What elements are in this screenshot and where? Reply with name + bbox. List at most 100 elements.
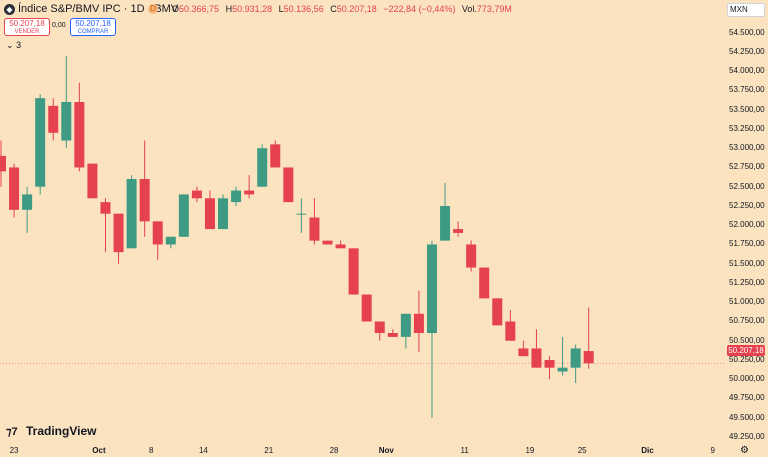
- candle-body: [244, 190, 255, 195]
- time-tick-label: 8: [148, 446, 154, 455]
- candle[interactable]: [87, 163, 98, 199]
- candle[interactable]: [126, 175, 137, 249]
- candle[interactable]: [152, 221, 163, 260]
- candle[interactable]: [22, 186, 33, 233]
- candle-body: [531, 348, 542, 368]
- price-tick-label: 54.250,00: [729, 46, 765, 56]
- candle-body: [466, 244, 477, 268]
- candle-body: [544, 359, 555, 368]
- high-value: 50.931,28: [232, 4, 273, 14]
- candle[interactable]: [178, 194, 189, 237]
- candle[interactable]: [244, 175, 255, 199]
- buy-label: COMPRAR: [77, 29, 109, 35]
- candle[interactable]: [296, 198, 307, 233]
- candle[interactable]: [479, 267, 490, 299]
- candle[interactable]: [35, 94, 46, 195]
- sell-button[interactable]: 50.207,18 VENDER: [4, 18, 50, 36]
- candle-body: [335, 244, 346, 249]
- candle[interactable]: [48, 98, 59, 141]
- candle[interactable]: [191, 186, 202, 203]
- candle[interactable]: [466, 240, 477, 272]
- candle[interactable]: [361, 294, 372, 322]
- price-tick-label: 49.750,00: [729, 393, 765, 403]
- indicators-toggle[interactable]: ⌄ 3: [6, 40, 21, 51]
- chart-logo-icon[interactable]: ◆: [4, 4, 15, 15]
- time-tick-label: 9: [710, 446, 715, 455]
- candle-body: [152, 221, 163, 245]
- candle[interactable]: [0, 140, 6, 187]
- candle[interactable]: [426, 240, 437, 418]
- candle[interactable]: [283, 167, 294, 203]
- last-price-label: 50.207,18: [727, 345, 765, 356]
- price-tick-label: 53.750,00: [729, 85, 765, 95]
- time-tick-label: 21: [264, 446, 274, 455]
- price-tick-label: 51.750,00: [729, 239, 765, 249]
- candle-body: [426, 244, 437, 334]
- buy-button[interactable]: 50.207,18 COMPRAR: [70, 18, 116, 36]
- candle[interactable]: [218, 194, 229, 230]
- candle[interactable]: [570, 344, 581, 384]
- candle-body: [165, 236, 176, 245]
- candle[interactable]: [440, 182, 451, 241]
- candle[interactable]: [100, 198, 111, 253]
- candle-body: [387, 333, 398, 337]
- symbol-title[interactable]: Índice S&P/BMV IPC · 1D · BMV: [18, 3, 179, 15]
- sell-label: VENDER: [14, 29, 40, 35]
- candle-body: [0, 155, 6, 172]
- candle-body: [492, 298, 503, 326]
- price-tick-label: 50.000,00: [729, 374, 765, 384]
- candle-body: [178, 194, 189, 237]
- time-tick-label: Nov: [378, 446, 394, 455]
- candle-body: [35, 98, 46, 187]
- candle[interactable]: [557, 336, 568, 376]
- price-tick-label: 49.500,00: [729, 412, 765, 422]
- candle[interactable]: [257, 144, 268, 187]
- price-tick-label: 50.500,00: [729, 335, 765, 345]
- candle[interactable]: [531, 329, 542, 368]
- candle-body: [61, 102, 72, 141]
- indicator-count: 3: [16, 40, 22, 50]
- candle-body: [283, 167, 294, 203]
- candle[interactable]: [544, 356, 555, 380]
- candle[interactable]: [387, 329, 398, 337]
- candle[interactable]: [518, 340, 529, 357]
- candle[interactable]: [322, 240, 333, 245]
- candle[interactable]: [74, 82, 85, 172]
- candle[interactable]: [139, 140, 150, 237]
- open-value: 50.366,75: [179, 4, 220, 14]
- candle[interactable]: [413, 290, 424, 353]
- price-tick-label: 52.500,00: [729, 181, 765, 191]
- candle[interactable]: [61, 55, 72, 149]
- candle[interactable]: [348, 248, 359, 295]
- candle[interactable]: [453, 221, 464, 237]
- price-tick-label: 52.000,00: [729, 220, 765, 230]
- candle[interactable]: [9, 163, 20, 218]
- candle[interactable]: [270, 140, 281, 168]
- price-tick-label: 51.250,00: [729, 277, 765, 287]
- candle-body: [48, 105, 59, 133]
- currency-selector[interactable]: MXN: [727, 3, 765, 17]
- gear-icon[interactable]: ⚙: [740, 445, 749, 456]
- candle[interactable]: [374, 321, 385, 341]
- candle[interactable]: [309, 198, 320, 245]
- candle[interactable]: [165, 236, 176, 249]
- candle[interactable]: [583, 307, 594, 369]
- candle-body: [218, 198, 229, 230]
- candle-body: [570, 348, 581, 368]
- candle[interactable]: [505, 309, 516, 341]
- candle[interactable]: [113, 213, 124, 264]
- candle-body: [74, 102, 85, 168]
- candle[interactable]: [204, 190, 215, 230]
- time-tick-label: Oct: [92, 446, 106, 455]
- candle[interactable]: [231, 186, 242, 206]
- candle-body: [322, 240, 333, 245]
- candle-body: [100, 202, 111, 214]
- chart-header: ◆ Índice S&P/BMV IPC · 1D · BMV D O50.36…: [0, 0, 720, 20]
- ohlc-readout: O50.366,75 H50.931,28 L50.136,56 C50.207…: [172, 4, 512, 14]
- candle[interactable]: [400, 313, 411, 349]
- candle[interactable]: [335, 240, 346, 249]
- delayed-data-icon[interactable]: D: [148, 4, 158, 14]
- candle[interactable]: [492, 298, 503, 326]
- time-tick-label: 23: [9, 446, 19, 455]
